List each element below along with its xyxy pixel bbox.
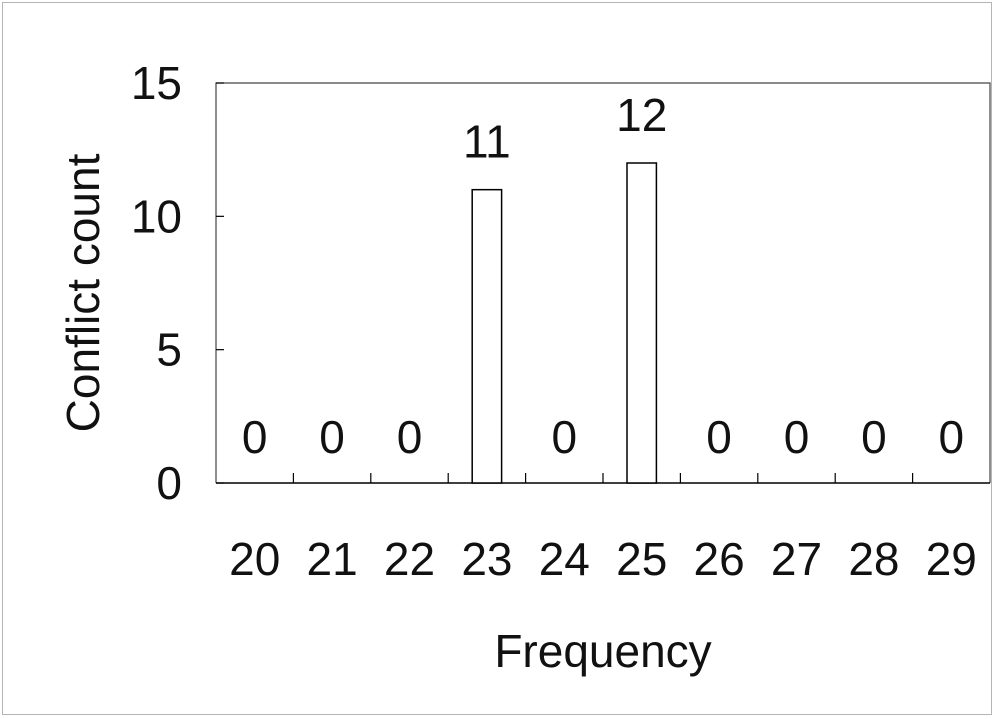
y-axis-label: Conflict count <box>57 153 109 432</box>
y-tick-label: 10 <box>131 190 182 242</box>
data-label: 12 <box>616 89 667 141</box>
x-tick-label: 27 <box>771 533 822 585</box>
x-axis-label: Frequency <box>494 625 711 677</box>
x-tick-label: 21 <box>307 533 358 585</box>
x-tick-label: 26 <box>694 533 745 585</box>
plot-border <box>215 82 991 483</box>
bar <box>471 188 503 484</box>
bar <box>626 162 658 484</box>
y-tick-label: 15 <box>131 57 182 109</box>
data-label: 0 <box>939 411 965 463</box>
plot-area: 0 5 10 15 <box>131 57 991 509</box>
y-tick-label: 5 <box>156 324 182 376</box>
x-tick-label: 28 <box>848 533 899 585</box>
data-label: 0 <box>861 411 887 463</box>
data-label: 11 <box>463 116 511 168</box>
data-label: 0 <box>319 411 345 463</box>
x-tick-label: 23 <box>461 533 512 585</box>
chart-marks: 0 20 0 21 0 22 11 23 0 24 12 25 0 26 0 27 0 28 0 29 <box>229 89 977 585</box>
data-label: 0 <box>706 411 732 463</box>
data-label: 0 <box>784 411 810 463</box>
x-tick-label: 25 <box>616 533 667 585</box>
data-label: 0 <box>397 411 423 463</box>
data-label: 0 <box>552 411 578 463</box>
data-label: 0 <box>242 411 268 463</box>
x-tick-label: 24 <box>539 533 590 585</box>
x-tick-label: 20 <box>229 533 280 585</box>
y-tick-label: 0 <box>156 457 182 509</box>
x-tick-label: 22 <box>384 533 435 585</box>
x-tick-label: 29 <box>926 533 977 585</box>
